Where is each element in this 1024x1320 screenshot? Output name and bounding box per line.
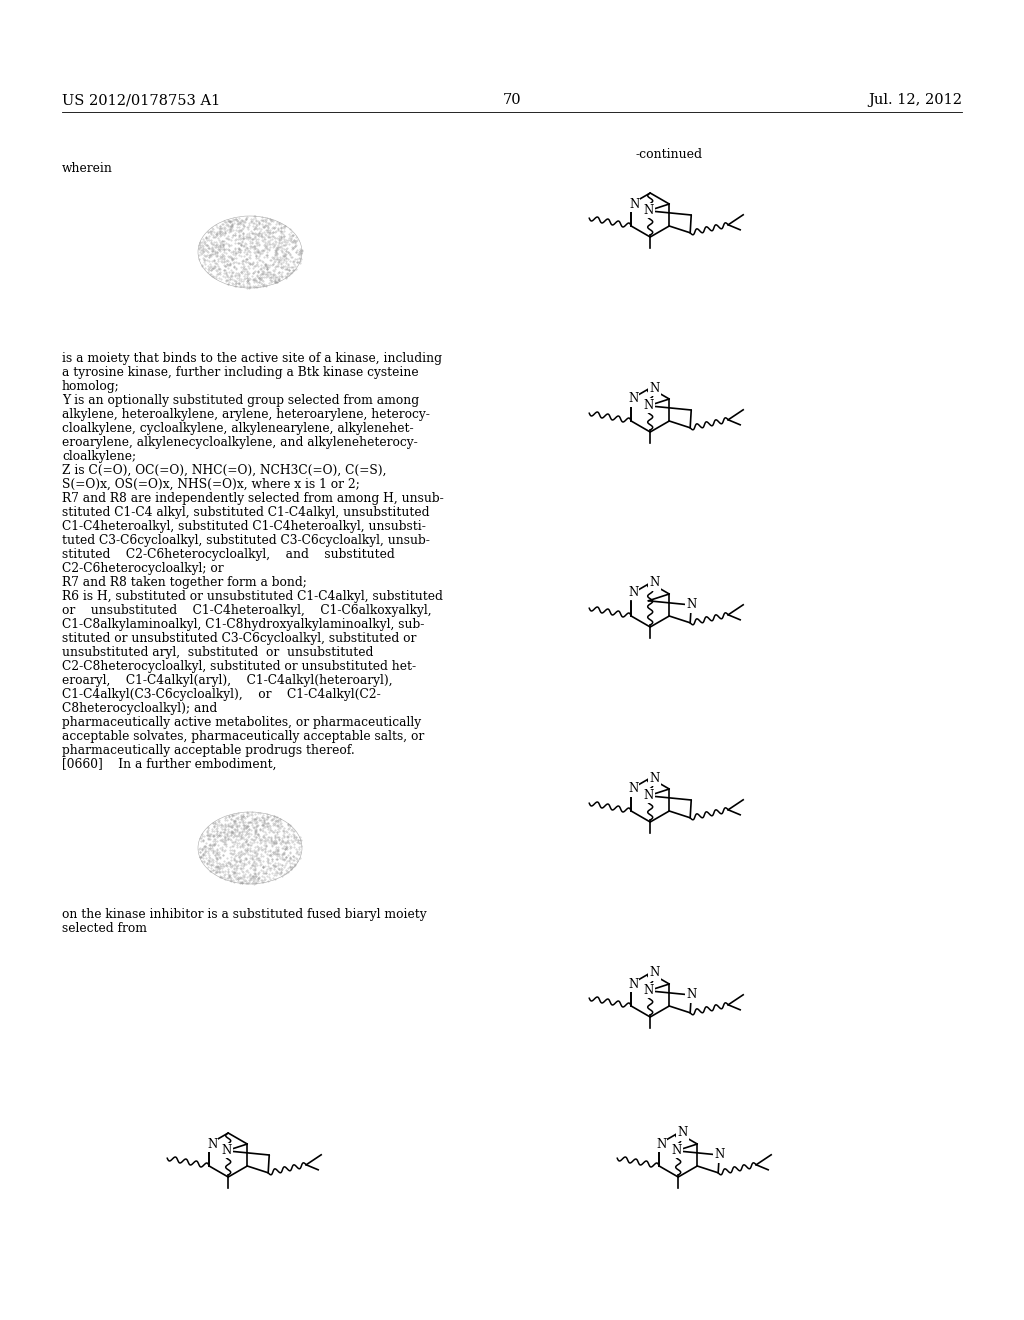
Text: N: N (221, 1144, 231, 1158)
Text: cloalkylene;: cloalkylene; (62, 450, 136, 463)
Text: on the kinase inhibitor is a substituted fused biaryl moiety: on the kinase inhibitor is a substituted… (62, 908, 427, 921)
Text: cloalkylene, cycloalkylene, alkylenearylene, alkylenehet-: cloalkylene, cycloalkylene, alkylenearyl… (62, 422, 414, 436)
Text: C1-C8alkylaminoalkyl, C1-C8hydroxyalkylaminoalkyl, sub-: C1-C8alkylaminoalkyl, C1-C8hydroxyalkyla… (62, 618, 424, 631)
Text: N: N (643, 399, 653, 412)
Text: R7 and R8 taken together form a bond;: R7 and R8 taken together form a bond; (62, 576, 307, 589)
Text: N: N (686, 598, 696, 611)
Text: is a moiety that binds to the active site of a kinase, including: is a moiety that binds to the active sit… (62, 352, 442, 366)
Text: N: N (628, 586, 638, 598)
Text: Y is an optionally substituted group selected from among: Y is an optionally substituted group sel… (62, 393, 419, 407)
Text: N: N (643, 985, 653, 998)
Text: N: N (628, 783, 638, 796)
Text: 70: 70 (503, 92, 521, 107)
Text: N: N (656, 1138, 667, 1151)
Text: N: N (649, 577, 659, 590)
Text: C1-C4alkyl(C3-C6cycloalkyl),    or    C1-C4alkyl(C2-: C1-C4alkyl(C3-C6cycloalkyl), or C1-C4alk… (62, 688, 381, 701)
Text: N: N (649, 381, 659, 395)
Text: a tyrosine kinase, further including a Btk kinase cysteine: a tyrosine kinase, further including a B… (62, 366, 419, 379)
Text: pharmaceutically acceptable prodrugs thereof.: pharmaceutically acceptable prodrugs the… (62, 744, 354, 756)
Text: or    unsubstituted    C1-C4heteroalkyl,    C1-C6alkoxyalkyl,: or unsubstituted C1-C4heteroalkyl, C1-C6… (62, 605, 432, 616)
Text: US 2012/0178753 A1: US 2012/0178753 A1 (62, 92, 220, 107)
Text: N: N (677, 1126, 687, 1139)
Text: N: N (628, 978, 638, 990)
Text: stituted or unsubstituted C3-C6cycloalkyl, substituted or: stituted or unsubstituted C3-C6cycloalky… (62, 632, 417, 645)
Text: homolog;: homolog; (62, 380, 120, 393)
Text: Z is C(=O), OC(=O), NHC(=O), NCH3C(=O), C(=S),: Z is C(=O), OC(=O), NHC(=O), NCH3C(=O), … (62, 465, 386, 477)
Text: eroaryl,    C1-C4alkyl(aryl),    C1-C4alkyl(heteroaryl),: eroaryl, C1-C4alkyl(aryl), C1-C4alkyl(he… (62, 675, 392, 686)
Text: C8heterocycloalkyl); and: C8heterocycloalkyl); and (62, 702, 217, 715)
Text: N: N (207, 1138, 217, 1151)
Text: Jul. 12, 2012: Jul. 12, 2012 (868, 92, 962, 107)
Text: N: N (643, 205, 653, 218)
Text: N: N (671, 1144, 681, 1158)
Text: -continued: -continued (635, 148, 702, 161)
Text: tuted C3-C6cycloalkyl, substituted C3-C6cycloalkyl, unsub-: tuted C3-C6cycloalkyl, substituted C3-C6… (62, 535, 430, 546)
Text: N: N (686, 989, 696, 1002)
Text: unsubstituted aryl,  substituted  or  unsubstituted: unsubstituted aryl, substituted or unsub… (62, 645, 374, 659)
Text: wherein: wherein (62, 162, 113, 176)
Text: N: N (629, 198, 639, 210)
Text: N: N (649, 966, 659, 979)
Text: R6 is H, substituted or unsubstituted C1-C4alkyl, substituted: R6 is H, substituted or unsubstituted C1… (62, 590, 442, 603)
Text: N: N (649, 771, 659, 784)
Text: selected from: selected from (62, 921, 147, 935)
Text: stituted C1-C4 alkyl, substituted C1-C4alkyl, unsubstituted: stituted C1-C4 alkyl, substituted C1-C4a… (62, 506, 429, 519)
Text: pharmaceutically active metabolites, or pharmaceutically: pharmaceutically active metabolites, or … (62, 715, 421, 729)
Text: C2-C6heterocycloalkyl; or: C2-C6heterocycloalkyl; or (62, 562, 223, 576)
Text: stituted    C2-C6heterocycloalkyl,    and    substituted: stituted C2-C6heterocycloalkyl, and subs… (62, 548, 394, 561)
Text: N: N (643, 789, 653, 803)
Text: acceptable solvates, pharmaceutically acceptable salts, or: acceptable solvates, pharmaceutically ac… (62, 730, 424, 743)
Text: N: N (714, 1148, 724, 1162)
Text: alkylene, heteroalkylene, arylene, heteroarylene, heterocy-: alkylene, heteroalkylene, arylene, heter… (62, 408, 430, 421)
Text: S(=O)x, OS(=O)x, NHS(=O)x, where x is 1 or 2;: S(=O)x, OS(=O)x, NHS(=O)x, where x is 1 … (62, 478, 359, 491)
Text: [0660]    In a further embodiment,: [0660] In a further embodiment, (62, 758, 276, 771)
Text: C2-C8heterocycloalkyl, substituted or unsubstituted het-: C2-C8heterocycloalkyl, substituted or un… (62, 660, 416, 673)
Text: eroarylene, alkylenecycloalkylene, and alkyleneheterocy-: eroarylene, alkylenecycloalkylene, and a… (62, 436, 418, 449)
Text: C1-C4heteroalkyl, substituted C1-C4heteroalkyl, unsubsti-: C1-C4heteroalkyl, substituted C1-C4heter… (62, 520, 426, 533)
Text: R7 and R8 are independently selected from among H, unsub-: R7 and R8 are independently selected fro… (62, 492, 443, 506)
Text: N: N (628, 392, 638, 405)
